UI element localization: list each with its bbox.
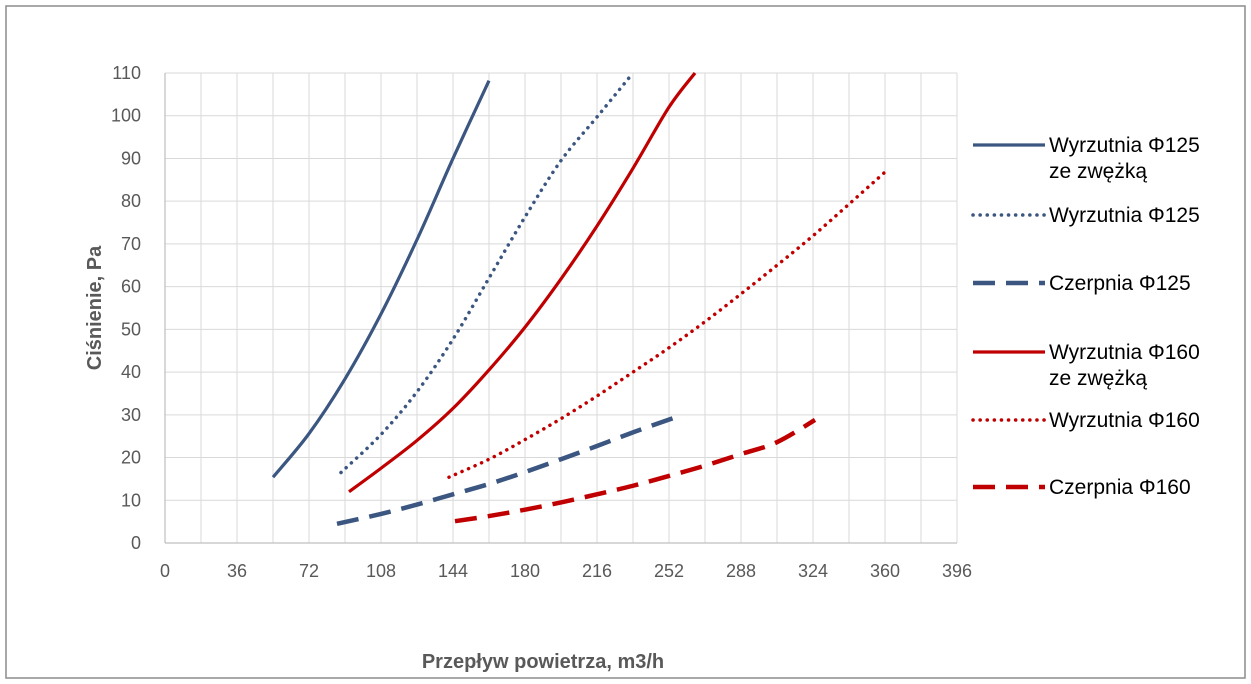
legend-label-1: Wyrzutnia Φ125 ze zwężką	[1049, 134, 1200, 183]
series-line-6	[454, 418, 817, 524]
x-tick-label: 396	[942, 561, 972, 581]
y-tick-label: 80	[121, 191, 141, 211]
x-tick-label: 360	[870, 561, 900, 581]
y-tick-label: 10	[121, 490, 141, 510]
x-tick-label: 72	[299, 561, 319, 581]
x-tick-label: 144	[438, 561, 468, 581]
axes: 0 36 72 108 144 180 216 252 288 324 360 396 0 10 20 30 4…	[111, 63, 972, 581]
x-tick-label: 288	[726, 561, 756, 581]
legend: Wyrzutnia Φ125 ze zwężką Wyrzutnia Φ125 Cze…	[971, 134, 1200, 499]
y-tick-label: 40	[121, 362, 141, 382]
legend-label-6: Czerpnia Φ160	[1049, 476, 1191, 499]
x-tick-label: 0	[160, 561, 170, 581]
legend-label-5: Wyrzutnia Φ160	[1049, 409, 1200, 432]
y-axis-title: Ciśnienie, Pa	[84, 245, 106, 370]
y-tick-label: 30	[121, 405, 141, 425]
y-tick-label: 70	[121, 234, 141, 254]
x-axis-title: Przepływ powietrza, m3/h	[422, 651, 664, 673]
x-tick-label: 36	[227, 561, 247, 581]
y-tick-label: 100	[111, 106, 141, 126]
legend-label-4: Wyrzutnia Φ160 ze zwężką	[1049, 341, 1200, 390]
series-line-1	[271, 80, 491, 479]
y-tick-label: 20	[121, 448, 141, 468]
x-tick-label: 108	[366, 561, 396, 581]
series-line-3	[336, 416, 674, 526]
x-tick-label: 180	[510, 561, 540, 581]
series-line-4	[348, 72, 697, 494]
y-tick-label: 0	[131, 533, 141, 553]
legend-label-3: Czerpnia Φ125	[1049, 272, 1191, 295]
x-tick-label: 324	[798, 561, 828, 581]
series-line-2	[339, 71, 635, 475]
x-tick-label: 252	[654, 561, 684, 581]
y-tick-label: 50	[121, 319, 141, 339]
x-tick-label: 216	[582, 561, 612, 581]
series-line-5	[447, 170, 887, 479]
y-tick-label: 60	[121, 277, 141, 297]
series-lines	[271, 71, 887, 526]
chart-frame	[5, 5, 1246, 679]
legend-label-2: Wyrzutnia Φ125	[1049, 204, 1200, 227]
y-tick-label: 90	[121, 148, 141, 168]
y-tick-label: 110	[112, 63, 141, 83]
